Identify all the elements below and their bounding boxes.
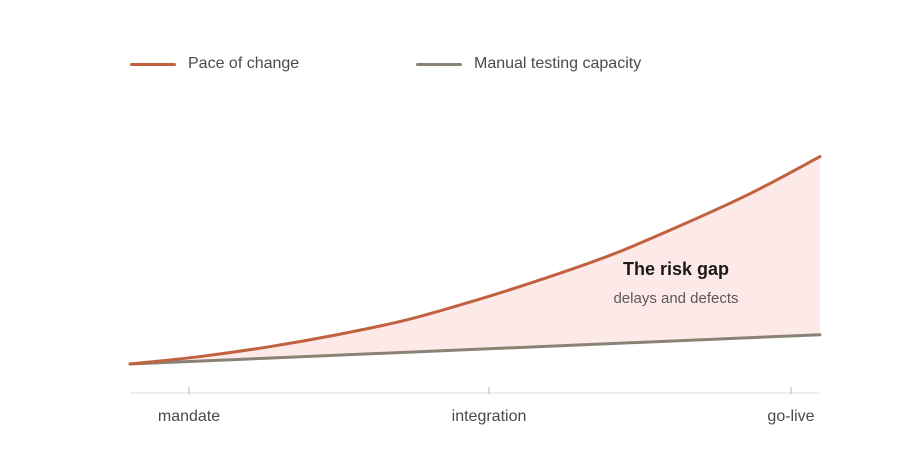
legend-label-manual-testing-capacity: Manual testing capacity bbox=[474, 55, 642, 72]
legend-label-pace-of-change: Pace of change bbox=[188, 55, 300, 72]
x-tick-label-go-live: go-live bbox=[767, 408, 814, 425]
legend-item-pace-of-change: Pace of change bbox=[130, 52, 299, 76]
series-line-pace-of-change bbox=[128, 155, 822, 366]
series-line-manual-testing-capacity bbox=[128, 333, 822, 366]
legend-swatch-manual-testing-capacity bbox=[416, 62, 462, 66]
annotation-subtitle: delays and defects bbox=[613, 290, 738, 307]
x-tick-label-integration: integration bbox=[452, 408, 527, 425]
risk-gap-area bbox=[130, 156, 820, 364]
legend-item-manual-testing-capacity: Manual testing capacity bbox=[416, 52, 641, 76]
x-axis-ticks: mandate integration go-live bbox=[158, 387, 815, 425]
legend-swatch-pace-of-change bbox=[130, 62, 176, 66]
x-tick-label-mandate: mandate bbox=[158, 408, 220, 425]
annotation-title: The risk gap bbox=[623, 259, 729, 279]
